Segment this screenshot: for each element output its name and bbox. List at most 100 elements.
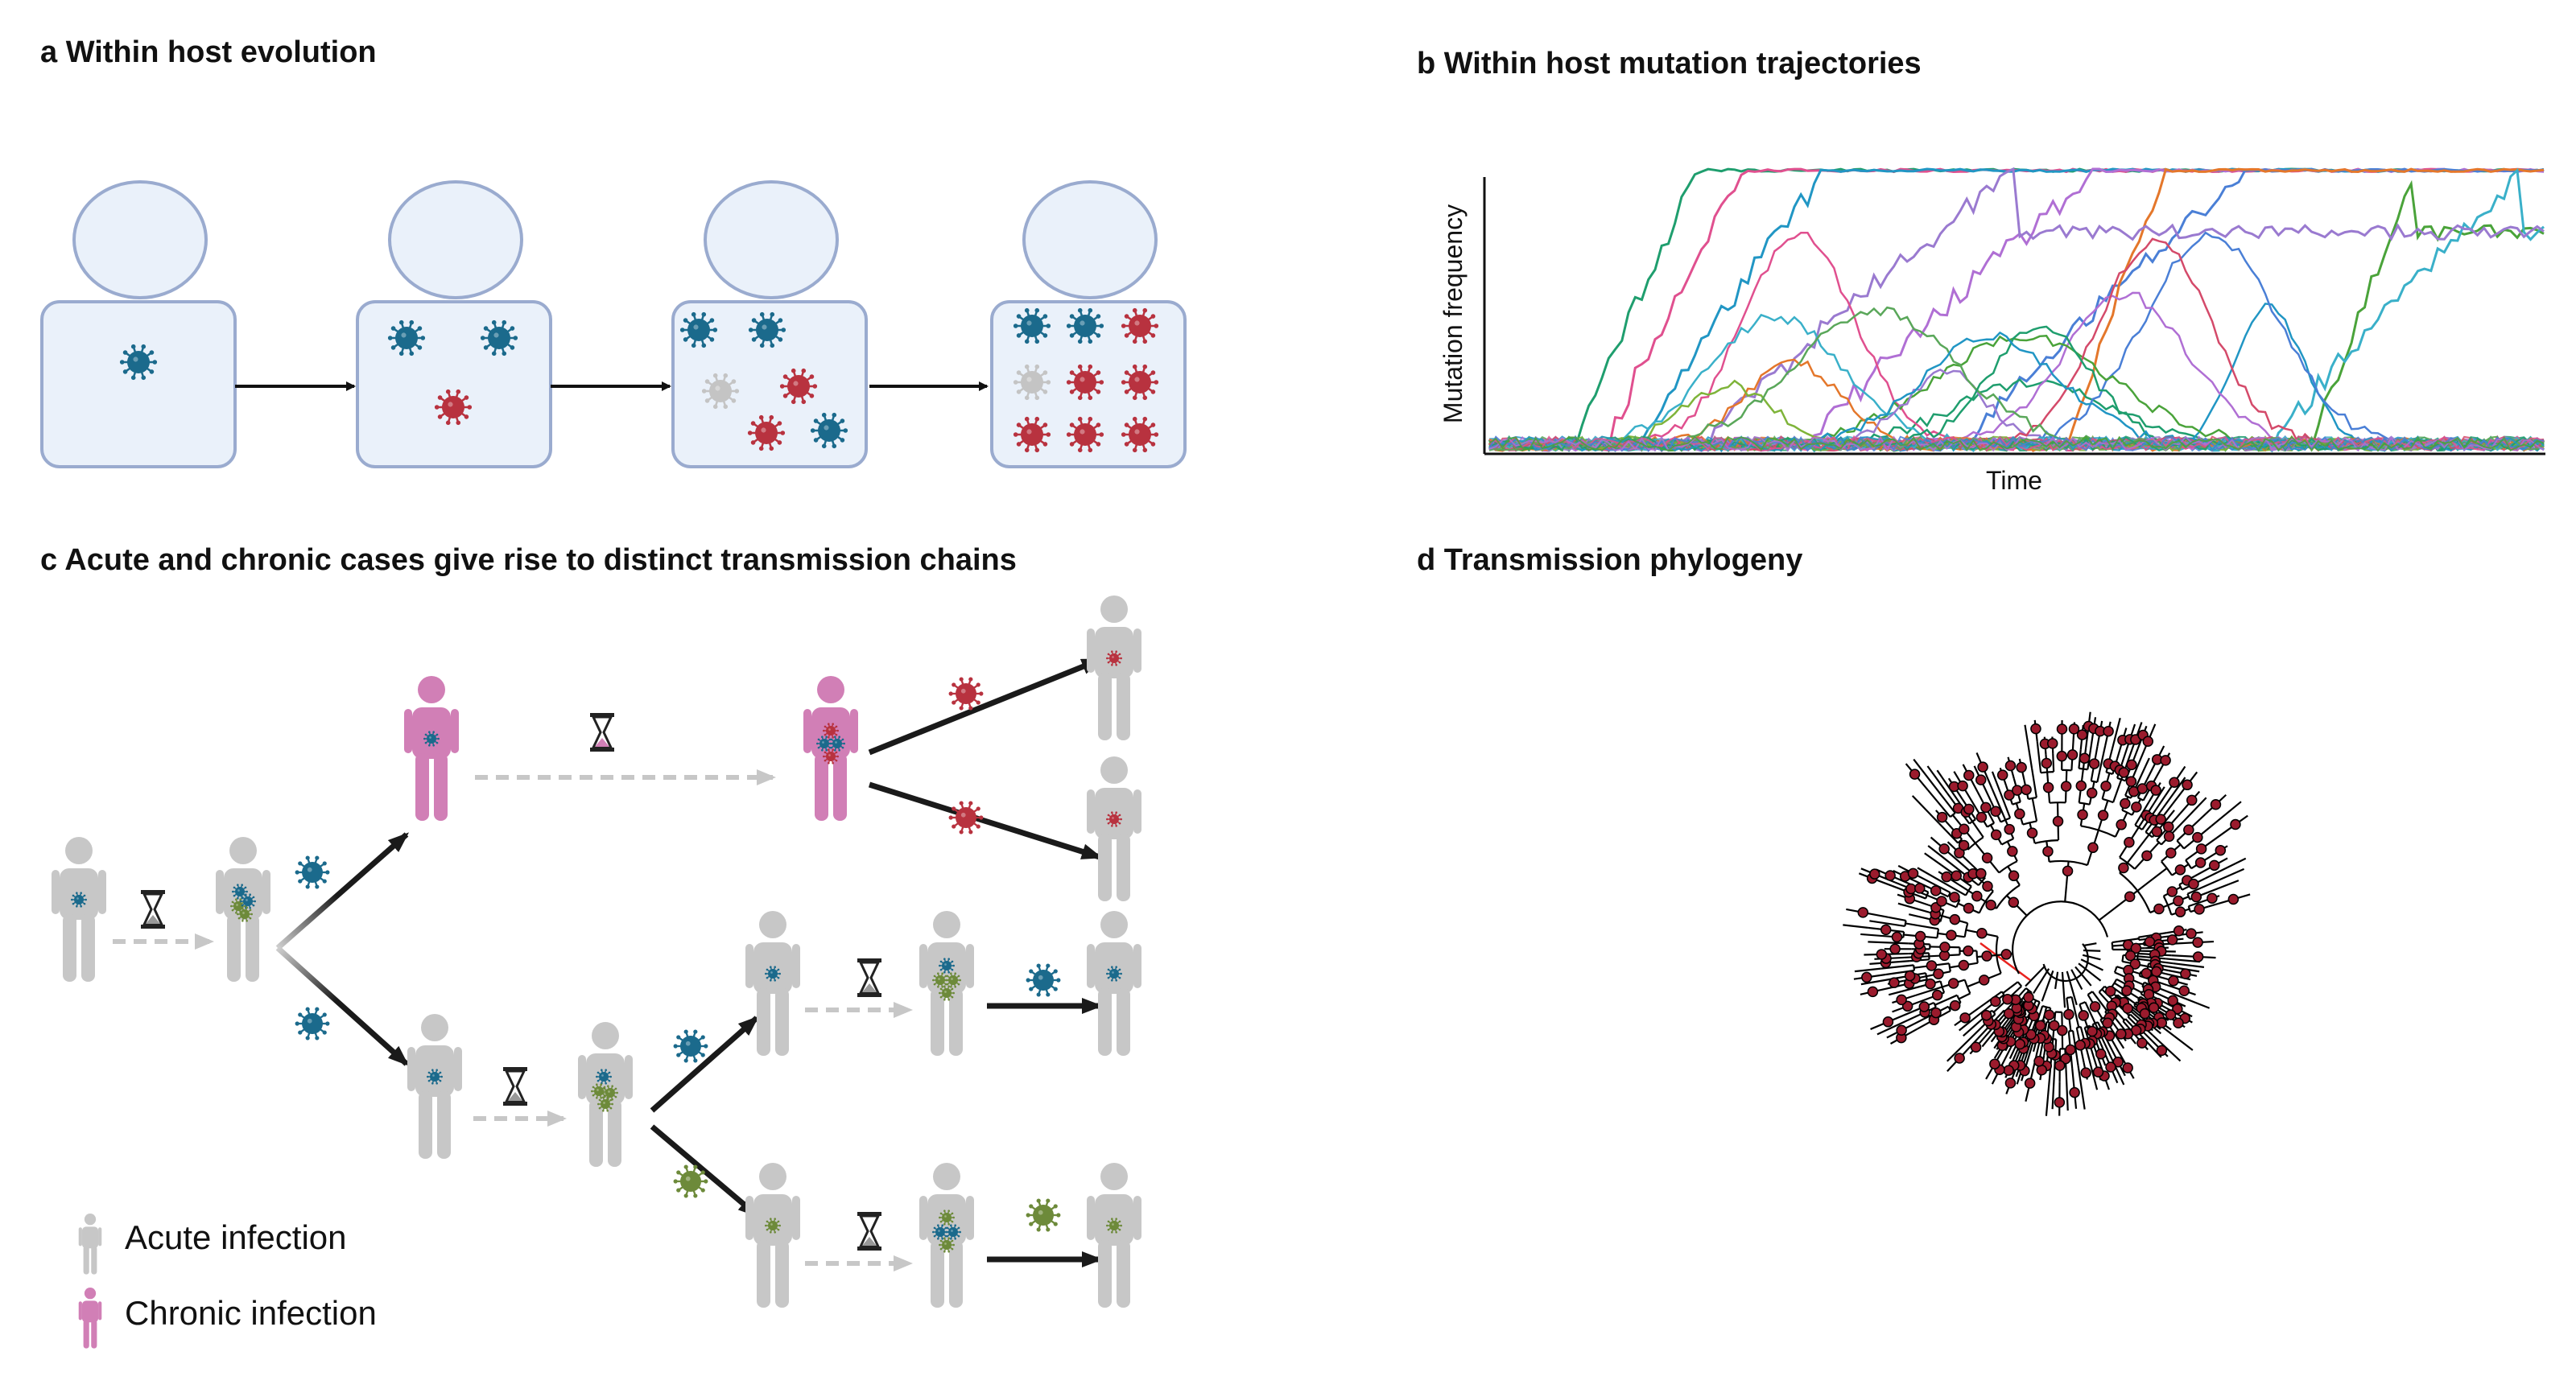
within-host-evolution-diagram: [40, 180, 1187, 468]
virus-icon: [596, 1069, 612, 1085]
tree-node: [1939, 942, 1951, 953]
tree-node: [1975, 811, 1988, 823]
tree-node: [2183, 824, 2194, 835]
tree-branch: [2211, 801, 2242, 827]
acute-person-icon: [919, 1163, 974, 1308]
tree-node: [2174, 864, 2186, 876]
tree-branch: [2083, 942, 2097, 947]
tree-node: [1959, 1012, 1971, 1024]
tree-branch: [2061, 971, 2066, 1008]
tree-node: [2042, 781, 2054, 793]
tree-branch: [1999, 791, 2012, 818]
tree-node: [2087, 842, 2099, 854]
trajectory-line: [1488, 232, 2545, 452]
transmission-arrows: [113, 657, 1103, 1271]
tree-arc: [1933, 1002, 1937, 1008]
tree-node: [1896, 994, 1907, 1006]
tree-node: [1889, 977, 1900, 988]
virus-icon: [823, 748, 839, 764]
tree-branch: [2112, 779, 2123, 803]
host-body: [356, 300, 552, 468]
tree-node: [2136, 1037, 2148, 1049]
tree-node: [2036, 1064, 2048, 1076]
tree-arc: [2040, 771, 2054, 774]
virus-icon: [679, 311, 718, 348]
trajectory-line: [1488, 167, 2545, 453]
tree-node: [1958, 959, 1970, 971]
virus-icon: [1066, 416, 1104, 453]
tree-node: [2188, 878, 2199, 890]
tree-branch: [2031, 797, 2038, 822]
host-3: [671, 180, 868, 468]
virus-icon: [748, 311, 786, 348]
tree-node: [2120, 797, 2131, 810]
virus-icon: [1106, 650, 1122, 666]
host-head: [1022, 180, 1158, 299]
tree-node: [2003, 1008, 2015, 1020]
tree-branch: [2166, 990, 2211, 1009]
tree-node: [1904, 970, 1916, 982]
tree-node: [2124, 837, 2135, 848]
tree-arc: [2012, 900, 2109, 975]
tree-node: [2047, 738, 2058, 749]
tree-node: [2116, 1028, 2127, 1040]
tree-node: [1891, 931, 1903, 943]
acute-person-icon: [1087, 1163, 1141, 1308]
tree-node: [1930, 1007, 1942, 1019]
tree-node: [2062, 865, 2074, 877]
tree-branch: [2176, 797, 2207, 830]
panel-b-title: b Within host mutation trajectories: [1417, 47, 1922, 80]
tree-branch: [2126, 834, 2150, 863]
tree-node: [1959, 823, 1970, 834]
tree-arc: [2042, 943, 2089, 983]
tree-branch: [2096, 745, 2107, 783]
tree-branch: [2202, 880, 2240, 896]
tree-branch: [2025, 965, 2046, 987]
tree-arc: [2017, 981, 2023, 987]
virus-icon: [810, 412, 848, 449]
tree-node: [2163, 821, 2174, 833]
tree-node: [2174, 906, 2186, 917]
tree-node: [2102, 1017, 2113, 1028]
tree-branch: [2186, 879, 2219, 895]
tree-node: [1971, 890, 1983, 902]
virus-icon: [1121, 364, 1159, 401]
trajectory-line: [1488, 231, 2545, 452]
legend: Acute infection Chronic infection: [78, 1214, 377, 1349]
tree-branch: [1876, 1016, 1914, 1036]
virus-icon: [829, 736, 845, 752]
virus-icon: [423, 731, 440, 747]
tree-node: [1978, 975, 1990, 986]
tree-node: [2165, 1009, 2177, 1020]
tree-branch: [1958, 992, 1971, 1000]
tree-node: [2048, 1020, 2060, 1032]
tree-node: [1980, 802, 1992, 814]
tree-node: [1990, 829, 2002, 841]
tree-arc: [2156, 839, 2162, 846]
tree-node: [2079, 752, 2091, 764]
tree-node: [1976, 927, 1988, 939]
tree-node: [1896, 1024, 1907, 1036]
tree-node: [2122, 1062, 2133, 1074]
tree-node: [1936, 811, 1948, 823]
hourglass-icon: [503, 1067, 527, 1106]
tree-arc: [1964, 885, 1972, 896]
tree-branch: [2052, 753, 2055, 773]
tree-arc: [1967, 836, 1984, 851]
acute-person-icon: [1087, 595, 1141, 740]
tree-node: [2087, 1025, 2098, 1037]
tree-arc: [2124, 794, 2132, 799]
tree-node: [2139, 1008, 2151, 1020]
tree-arc: [2111, 979, 2118, 987]
tree-node: [1857, 907, 1869, 918]
virus-icon: [1013, 307, 1051, 344]
tree-branch: [2083, 949, 2101, 952]
tree-node: [2004, 1078, 2017, 1089]
tree-node: [1946, 929, 1957, 941]
tree-node: [1947, 978, 1959, 989]
tree-branch: [2051, 1070, 2056, 1110]
tree-branch: [1868, 941, 1909, 945]
tree-node: [2023, 991, 2034, 1003]
tree-arc: [1975, 950, 1979, 963]
transmitted-virus-icon: [673, 1164, 708, 1198]
